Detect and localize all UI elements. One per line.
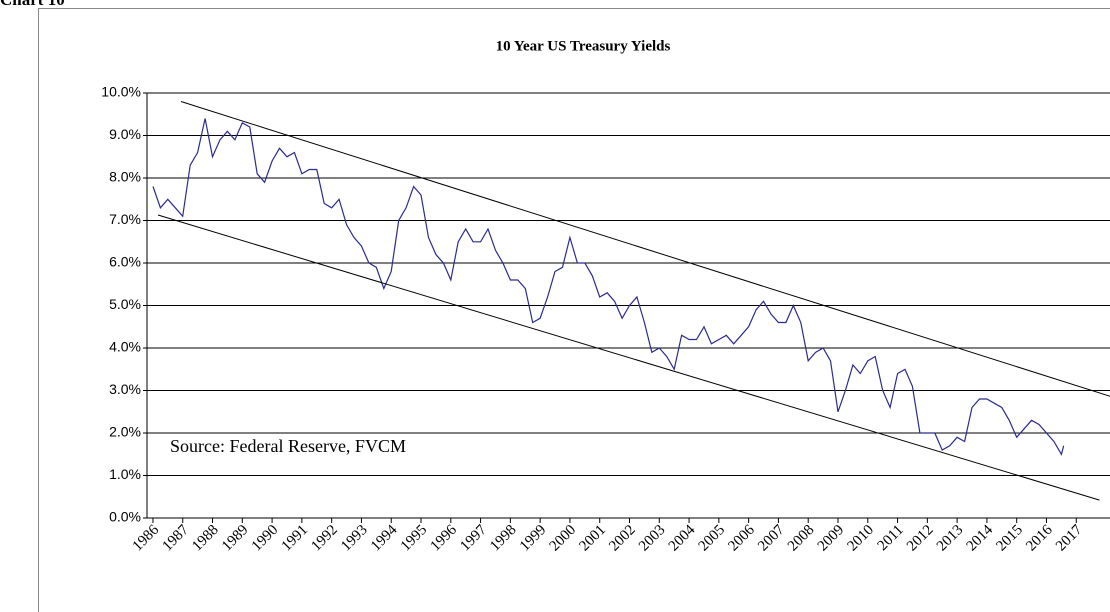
x-tick-label: 1998: [487, 522, 520, 555]
trend-line: [157, 214, 1100, 501]
x-tick-label: 2002: [606, 522, 639, 555]
x-tick-label: 2012: [904, 522, 937, 555]
chart-label: Chart 10: [0, 0, 65, 9]
x-tick-label: 2006: [725, 522, 758, 555]
y-tick-label: 9.0%: [109, 126, 141, 142]
x-tick-label: 1987: [159, 522, 192, 555]
x-tick-label: 2008: [785, 522, 818, 555]
y-tick-label: 7.0%: [109, 211, 141, 227]
x-tick-label: 1991: [279, 522, 312, 555]
y-tick-label: 10.0%: [101, 84, 141, 100]
x-tick-label: 1988: [189, 522, 222, 555]
x-tick-label: 1986: [130, 522, 163, 555]
x-tick-label: 2009: [815, 522, 848, 555]
x-tick-label: 1999: [517, 522, 550, 555]
chart-title: 10 Year US Treasury Yields: [496, 38, 671, 54]
x-tick-label: 2000: [547, 522, 580, 555]
y-tick-label: 4.0%: [109, 339, 141, 355]
x-tick-label: 2013: [934, 522, 967, 555]
annotation: Source: Federal Reserve, FVCM: [170, 436, 406, 456]
x-tick-label: 1989: [219, 522, 252, 555]
x-tick-label: 1997: [457, 522, 490, 555]
x-tick-label: 2003: [636, 522, 669, 555]
x-tick-label: 1992: [308, 522, 341, 555]
y-tick-label: 6.0%: [109, 254, 141, 270]
x-tick-label: 2017: [1053, 522, 1086, 555]
x-tick-label: 2004: [666, 522, 699, 555]
y-tick-label: 0.0%: [109, 509, 141, 525]
y-tick-label: 8.0%: [109, 169, 141, 185]
x-tick-label: 1994: [368, 522, 401, 555]
x-tick-label: 2001: [576, 522, 609, 555]
y-tick-label: 5.0%: [109, 296, 141, 312]
x-tick-label: 2007: [755, 522, 788, 555]
x-tick-label: 1990: [249, 522, 282, 555]
data-line: [152, 118, 1065, 456]
trend-line: [180, 101, 1110, 397]
x-tick-label: 1996: [428, 522, 461, 555]
y-tick-label: 3.0%: [109, 381, 141, 397]
x-tick-label: 2011: [875, 522, 907, 554]
chart-frame: [38, 8, 1110, 612]
x-tick-label: 1995: [398, 522, 431, 555]
y-tick-label: 2.0%: [109, 424, 141, 440]
x-tick-label: 2014: [964, 522, 997, 555]
x-tick-label: 2010: [845, 522, 878, 555]
x-tick-label: 2015: [993, 522, 1026, 555]
x-tick-label: 1993: [338, 522, 371, 555]
x-tick-label: 2016: [1023, 522, 1056, 555]
x-tick-label: 2005: [696, 522, 729, 555]
y-tick-label: 1.0%: [109, 466, 141, 482]
